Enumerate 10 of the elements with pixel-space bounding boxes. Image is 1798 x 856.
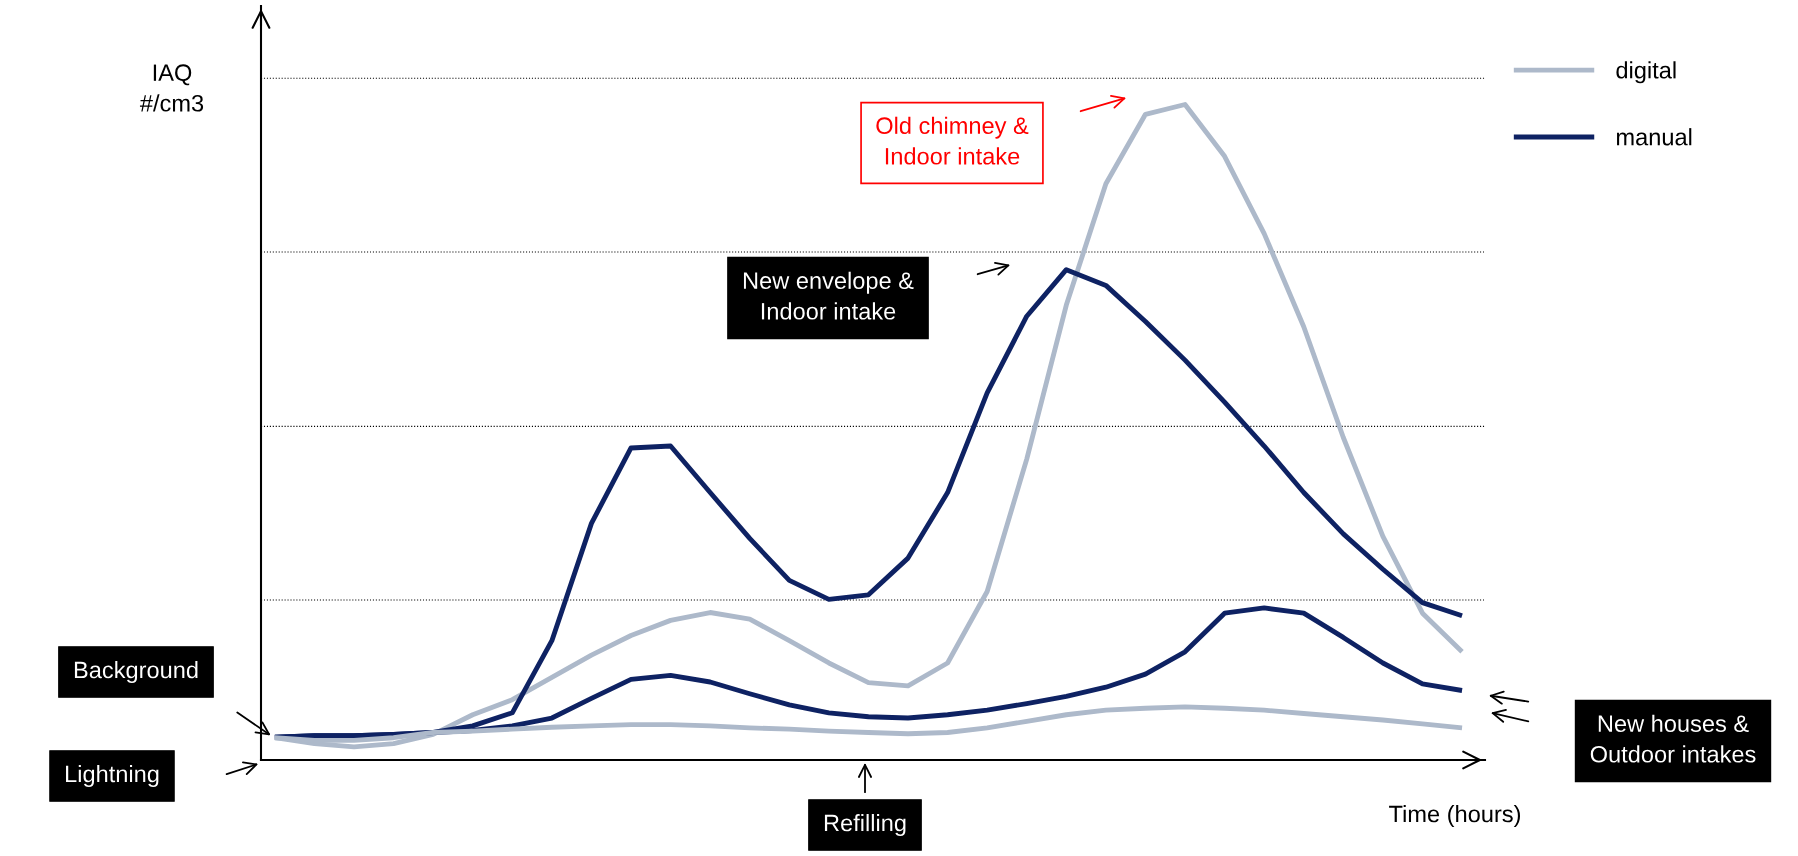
legend-label: manual [1616, 128, 1692, 146]
legend-label: digital [1616, 61, 1676, 84]
text: Background [74, 660, 198, 683]
text: Lightning [66, 764, 159, 788]
annotation: New envelope & Indoor intake [743, 271, 914, 320]
text: New houses & Outdoor intakes [1590, 714, 1756, 763]
x-axis-title: Time (hours) [1389, 804, 1520, 827]
y-axis-title: IAQ #/cm3 [139, 64, 204, 112]
annotation: Old chimney & Indoor intake [876, 116, 1029, 165]
text: Refilling [824, 813, 906, 837]
